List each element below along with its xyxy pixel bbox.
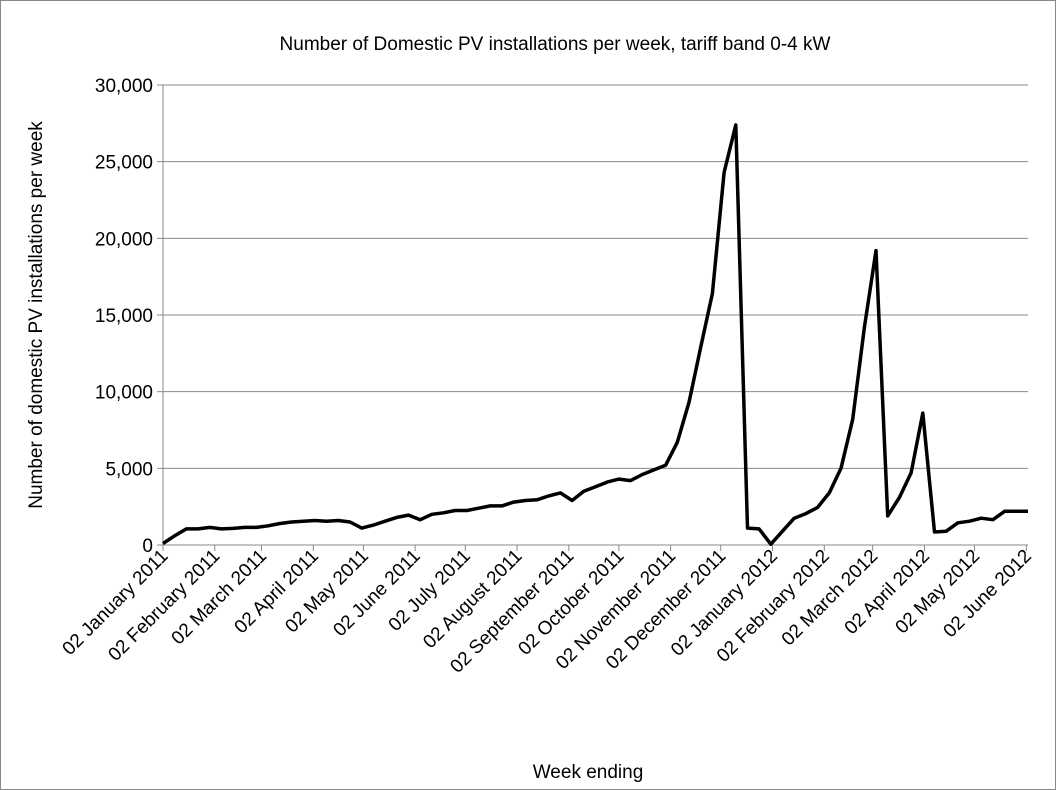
chart-title: Number of Domestic PV installations per …: [280, 34, 831, 55]
y-tick-label: 15,000: [95, 306, 153, 327]
x-axis-label: Week ending: [533, 762, 644, 783]
y-tick-label: 30,000: [95, 76, 153, 97]
y-axis-label: Number of domestic PV installations per …: [26, 121, 47, 509]
y-tick-label: 20,000: [95, 229, 153, 250]
y-tick-label: 10,000: [95, 383, 153, 404]
line: [162, 123, 1028, 546]
y-tick-label: 5,000: [105, 459, 153, 480]
y-tick-label: 0: [142, 536, 153, 557]
y-tick-label: 25,000: [95, 153, 153, 174]
